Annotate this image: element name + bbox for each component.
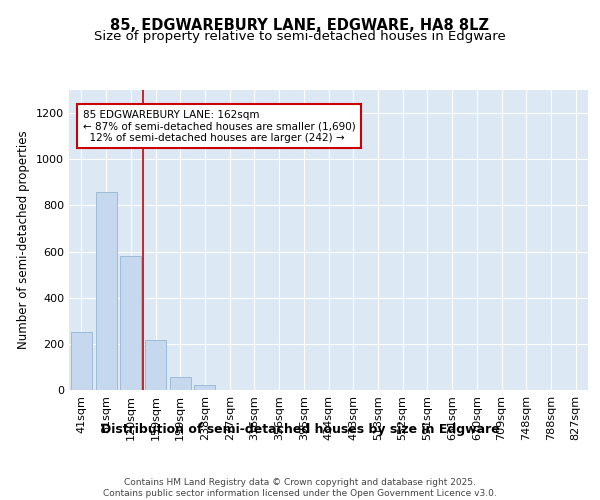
Bar <box>120 256 141 390</box>
Text: Contains HM Land Registry data © Crown copyright and database right 2025.
Contai: Contains HM Land Registry data © Crown c… <box>103 478 497 498</box>
Bar <box>145 340 166 390</box>
Bar <box>95 192 116 390</box>
Text: 85 EDGWAREBURY LANE: 162sqm
← 87% of semi-detached houses are smaller (1,690)
  : 85 EDGWAREBURY LANE: 162sqm ← 87% of sem… <box>83 110 355 143</box>
Text: 85, EDGWAREBURY LANE, EDGWARE, HA8 8LZ: 85, EDGWAREBURY LANE, EDGWARE, HA8 8LZ <box>110 18 490 32</box>
Y-axis label: Number of semi-detached properties: Number of semi-detached properties <box>17 130 31 350</box>
Bar <box>71 332 92 390</box>
Bar <box>194 386 215 390</box>
Text: Size of property relative to semi-detached houses in Edgware: Size of property relative to semi-detach… <box>94 30 506 43</box>
Bar <box>170 378 191 390</box>
Text: Distribution of semi-detached houses by size in Edgware: Distribution of semi-detached houses by … <box>101 422 499 436</box>
